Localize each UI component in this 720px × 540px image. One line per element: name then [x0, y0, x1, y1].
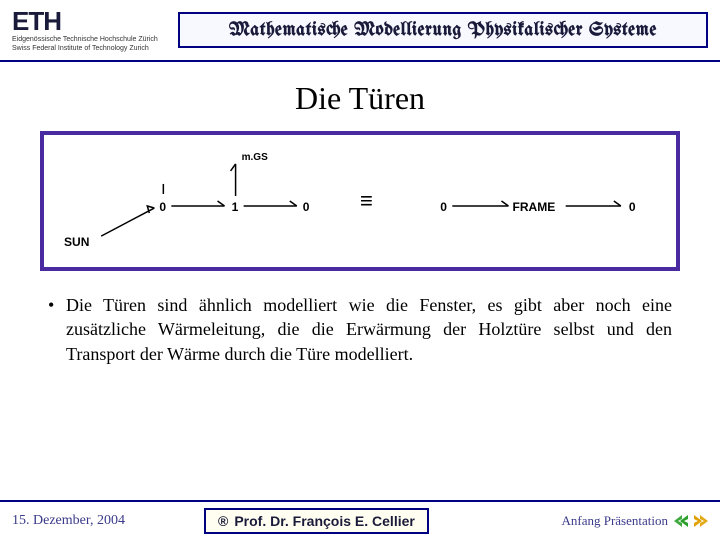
slide-footer: 15. Dezember, 2004 ® Prof. Dr. François … [0, 500, 720, 540]
diagram-frame-label: FRAME [513, 200, 556, 214]
footer-nav: Anfang Präsentation [561, 513, 708, 529]
footer-date: 15. Dezember, 2004 [12, 513, 192, 529]
registered-icon: ® [218, 513, 228, 529]
diagram-sun-label: SUN [64, 235, 89, 249]
diagram-svg: SUN 0 1 0 m.GS ≡ 0 FRAME 0 [59, 145, 661, 257]
bullet-item: Die Türen sind ähnlich modelliert wie di… [48, 293, 672, 366]
footer-author-box: ® Prof. Dr. François E. Cellier [204, 508, 429, 534]
diagram-node-r0a: 0 [440, 200, 447, 214]
diagram-node-r0b: 0 [629, 200, 636, 214]
eth-logo-mark: ETH [12, 8, 158, 34]
slide-header: ETH Eidgenössische Technische Hochschule… [0, 0, 720, 62]
diagram-mgs-label: m.GS [242, 152, 268, 163]
footer-author-name: Prof. Dr. François E. Cellier [234, 513, 415, 529]
diagram-node-0a: 0 [159, 200, 166, 214]
eth-logo-sub2: Swiss Federal Institute of Technology Zu… [12, 45, 158, 52]
diagram-node-1: 1 [232, 200, 239, 214]
course-title: Mathematische Modellierung Physikalische… [178, 12, 708, 48]
slide-body: Die Türen sind ähnlich modelliert wie di… [48, 293, 672, 366]
arrow-right-icon[interactable] [692, 513, 708, 529]
diagram-node-0b: 0 [303, 200, 310, 214]
arrow-left-icon[interactable] [674, 513, 690, 529]
slide-title: Die Türen [0, 80, 720, 117]
eth-logo: ETH Eidgenössische Technische Hochschule… [12, 8, 158, 52]
start-presentation-link[interactable]: Anfang Präsentation [561, 513, 668, 529]
bond-graph-diagram: SUN 0 1 0 m.GS ≡ 0 FRAME 0 [40, 131, 680, 271]
equiv-symbol: ≡ [360, 188, 373, 213]
eth-logo-sub1: Eidgenössische Technische Hochschule Zür… [12, 36, 158, 43]
